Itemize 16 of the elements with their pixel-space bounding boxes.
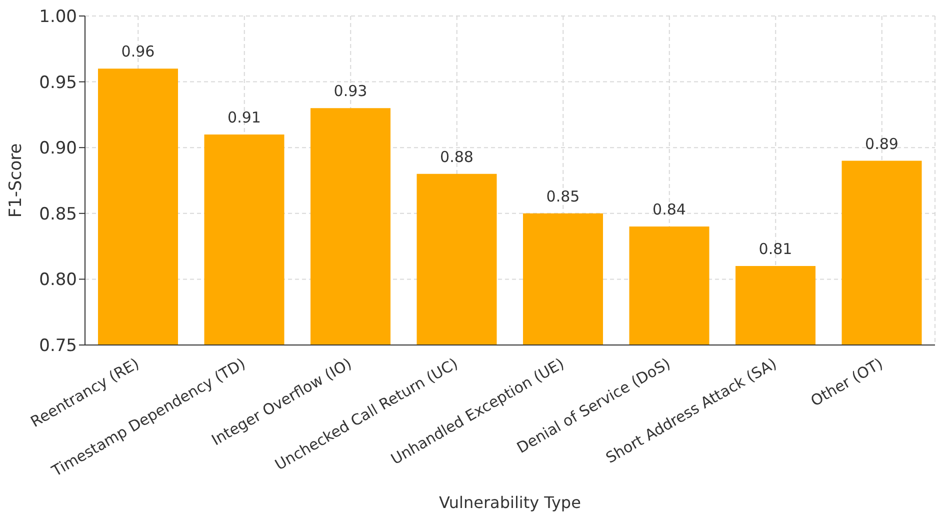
data-label: 0.85: [546, 187, 580, 206]
data-label: 0.96: [121, 42, 155, 61]
y-tick-label: 0.75: [39, 336, 77, 356]
data-label: 0.84: [652, 200, 686, 219]
y-axis-title: F1-Score: [6, 143, 26, 218]
y-tick-label: 0.95: [39, 72, 77, 93]
data-label: 0.91: [228, 108, 261, 126]
y-tick-label: 0.80: [39, 270, 77, 290]
y-tick-label: 0.90: [39, 138, 77, 159]
data-label: 0.81: [758, 240, 792, 258]
y-tick-label: 1.00: [39, 7, 77, 28]
data-label: 0.93: [334, 82, 368, 100]
x-axis-title: Vulnerability Type: [439, 493, 581, 512]
data-label: 0.88: [440, 148, 474, 166]
data-label: 0.89: [865, 134, 898, 153]
y-tick-label: 0.85: [39, 204, 77, 224]
